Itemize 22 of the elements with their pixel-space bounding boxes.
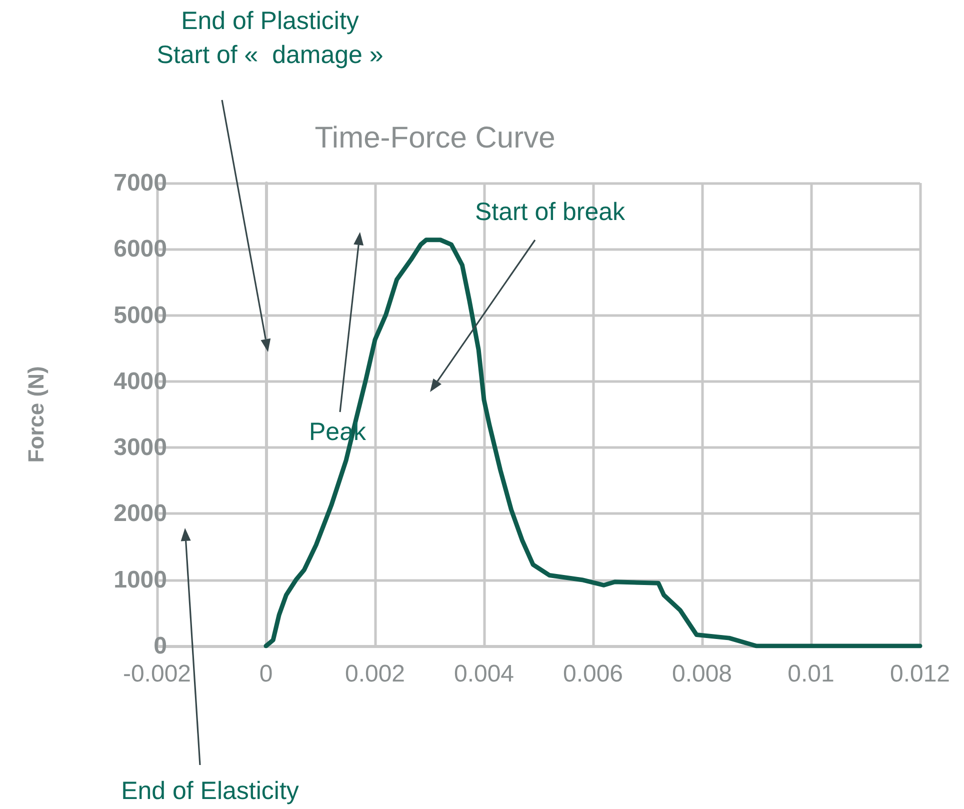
x-tick-label: 0.01	[788, 660, 834, 688]
x-tick-label: 0.012	[890, 660, 950, 688]
x-tick-label: 0.006	[562, 660, 624, 688]
y-axis-title: Force (N)	[24, 366, 48, 463]
x-tick-label: 0.004	[454, 660, 514, 688]
chart-title: Time-Force Curve	[314, 122, 556, 154]
x-tick-label: -0.002	[122, 660, 192, 688]
y-tick-label: 5000	[114, 302, 167, 329]
y-tick-label: 2000	[114, 500, 167, 528]
text: End of Plasticity Start of « damage »	[156, 6, 384, 71]
text: End of Elasticity	[120, 776, 300, 807]
x-tick-label: 0.002	[344, 660, 406, 688]
x-tick-label: 0	[259, 660, 273, 688]
line-series	[264, 238, 922, 648]
y-tick-label: 1000	[114, 566, 167, 594]
annotation: Start of break	[474, 197, 626, 228]
y-tick-label: 0	[154, 632, 167, 660]
y-tick-label: 7000	[114, 170, 167, 196]
y-tick-label: 4000	[114, 368, 167, 395]
x-tick-label: 0.008	[672, 660, 732, 688]
y-tick-label: 3000	[114, 434, 167, 462]
y-tick-label: 6000	[114, 236, 167, 263]
